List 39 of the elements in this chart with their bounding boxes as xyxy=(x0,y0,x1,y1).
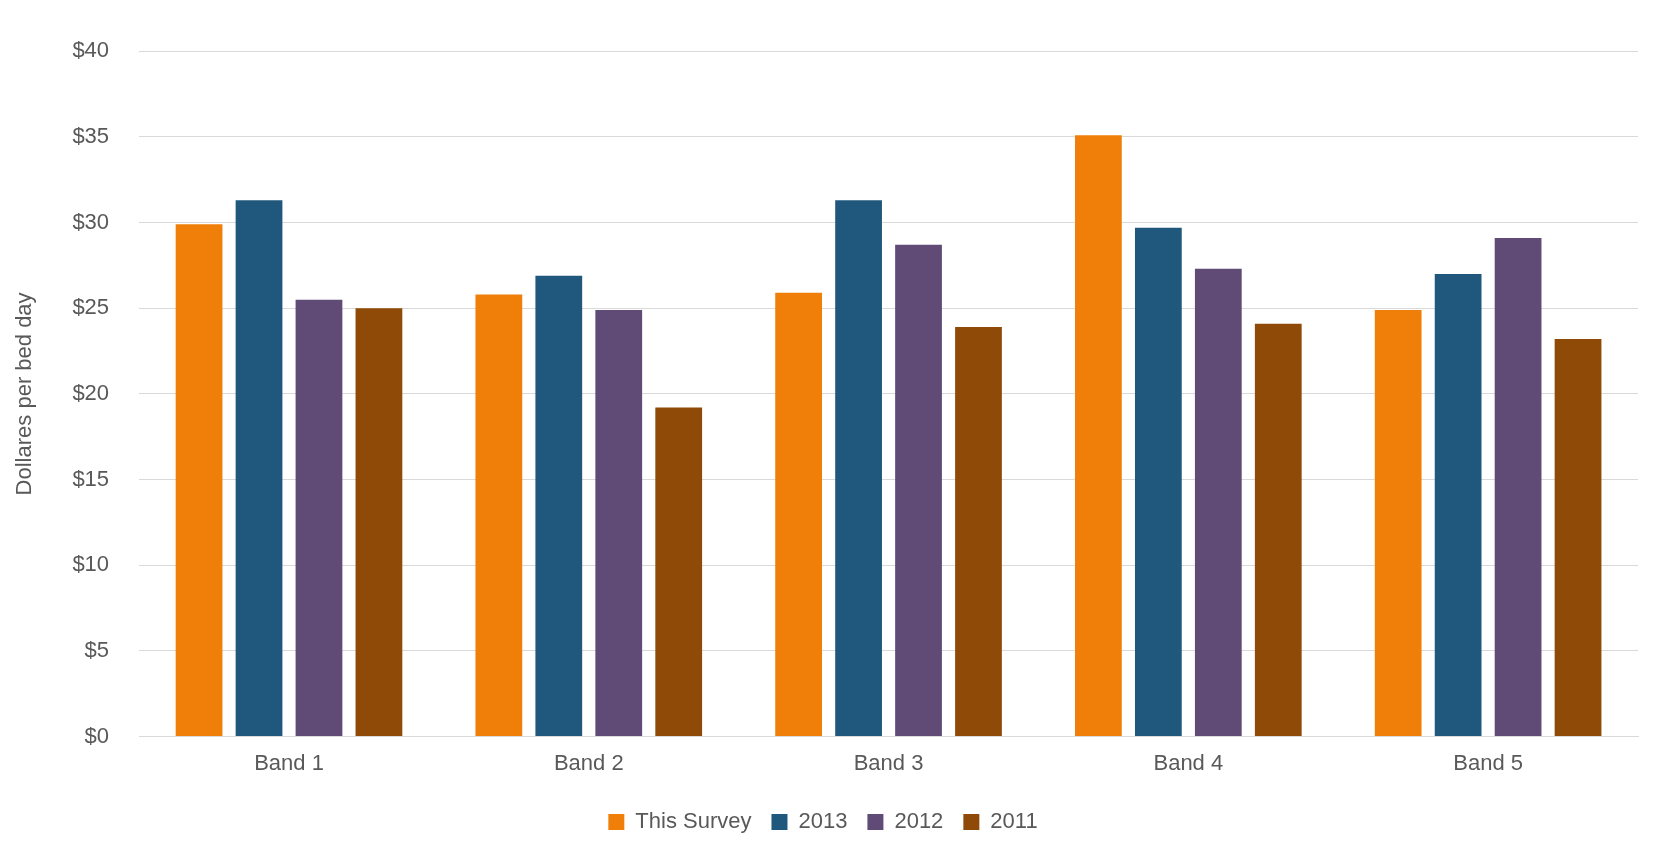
bar xyxy=(1494,237,1542,737)
bar xyxy=(955,327,1002,737)
legend-label: 2011 xyxy=(990,808,1038,834)
y-tick-label: $15 xyxy=(72,465,110,491)
bar xyxy=(1134,227,1182,737)
legend-label: 2013 xyxy=(798,808,848,834)
y-tick-label: $25 xyxy=(72,294,110,320)
legend-label: 2012 xyxy=(894,808,944,834)
bar xyxy=(1194,268,1242,737)
bar xyxy=(235,200,283,737)
bar xyxy=(835,200,882,737)
bar xyxy=(1434,273,1482,737)
x-tick-label: Band 3 xyxy=(853,749,924,775)
x-tick-label: Band 1 xyxy=(254,749,324,775)
bar xyxy=(175,224,223,737)
bar xyxy=(535,275,583,737)
bar xyxy=(295,299,343,737)
y-tick-label: $20 xyxy=(72,379,110,405)
y-tick-label: $5 xyxy=(84,636,110,662)
y-tick-label: $10 xyxy=(72,551,110,577)
y-tick-label: $40 xyxy=(72,37,110,63)
x-tick-label: Band 4 xyxy=(1153,749,1224,775)
bar xyxy=(775,292,822,737)
y-tick-label: $35 xyxy=(72,122,110,148)
legend-label: This Survey xyxy=(635,808,752,834)
bar xyxy=(1374,309,1422,737)
x-tick-label: Band 2 xyxy=(553,749,624,775)
bar xyxy=(475,294,523,737)
bar xyxy=(1554,339,1602,737)
bar xyxy=(655,407,703,737)
bar xyxy=(895,244,942,737)
bar xyxy=(1254,323,1302,737)
bar xyxy=(1075,135,1122,737)
bar xyxy=(355,308,403,737)
y-tick-label: $0 xyxy=(84,722,110,748)
y-axis-title: Dollares per bed day xyxy=(11,292,37,496)
bar xyxy=(595,309,643,737)
y-tick-label: $30 xyxy=(72,208,110,234)
x-tick-label: Band 5 xyxy=(1453,749,1523,775)
